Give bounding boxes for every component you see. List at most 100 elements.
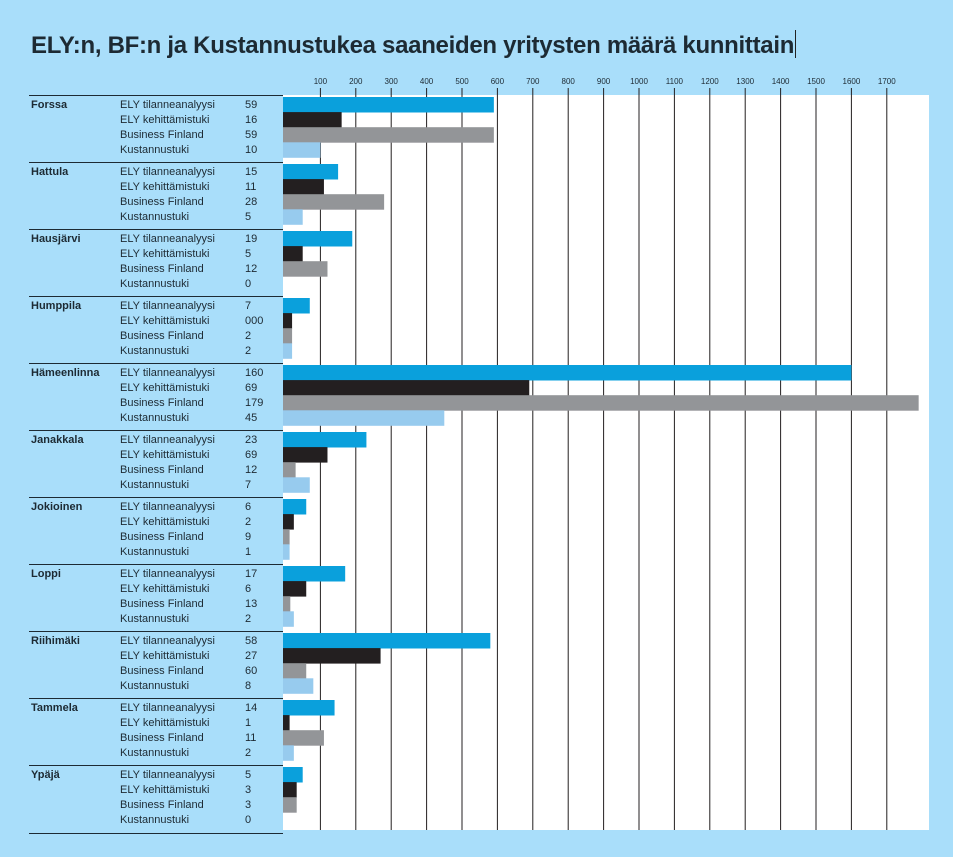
x-tick-label: 1400 (772, 77, 790, 86)
value-label: 19 (245, 233, 258, 245)
bar (283, 395, 919, 411)
category-label: Kustannustuki (120, 345, 190, 357)
bar (283, 514, 294, 530)
value-label: 1 (245, 546, 252, 558)
group-1: Hattula ELY tilanneanalyysi 15 ELY kehittäm… (29, 162, 283, 230)
category-label: ELY tilanneanalyysi (120, 702, 215, 714)
value-label: 2 (245, 345, 252, 357)
bar (283, 164, 339, 180)
category-label: ELY tilanneanalyysi (120, 233, 215, 245)
bar (283, 432, 367, 448)
bar (283, 313, 293, 329)
category-label: ELY kehittämistuki (120, 114, 210, 126)
group-3: Humppila ELY tilanneanalyysi 7 ELY kehittäm… (29, 296, 283, 364)
bar (283, 566, 346, 582)
chart-title-text: ELY:n, BF:n ja Kustannustukea saaneiden … (31, 32, 795, 59)
bar (283, 328, 293, 344)
value-label: 8 (245, 680, 252, 692)
category-label: Kustannustuki (120, 144, 190, 156)
bar (283, 678, 314, 694)
value-label: 69 (245, 382, 258, 394)
bar (283, 127, 494, 143)
x-tick-label: 1500 (807, 77, 825, 86)
value-label: 17 (245, 568, 258, 580)
value-label: 2 (245, 613, 252, 625)
category-label: ELY kehittämistuki (120, 717, 210, 729)
bar (283, 596, 291, 612)
text-cursor (795, 30, 797, 58)
x-tick-label: 1200 (701, 77, 719, 86)
municipality-name: Hausjärvi (31, 233, 81, 245)
group-10: Ypäjä ELY tilanneanalyysi 5 ELY kehittämist… (29, 765, 283, 834)
category-label: ELY kehittämistuki (120, 449, 210, 461)
category-label: Business Finland (120, 129, 204, 141)
value-label: 14 (245, 702, 258, 714)
value-label: 69 (245, 449, 258, 461)
value-label: 6 (245, 501, 252, 513)
value-label: 60 (245, 665, 258, 677)
bar (283, 700, 335, 716)
bar (283, 745, 294, 761)
category-label: Business Finland (120, 397, 204, 409)
value-label: 179 (245, 397, 264, 409)
category-label: ELY tilanneanalyysi (120, 367, 215, 379)
bar (283, 447, 328, 463)
bar (283, 142, 321, 158)
value-label: 5 (245, 248, 252, 260)
group-6: Jokioinen ELY tilanneanalyysi 6 ELY kehittä… (29, 497, 283, 565)
value-label: 59 (245, 99, 258, 111)
category-label: ELY tilanneanalyysi (120, 568, 215, 580)
bar (283, 179, 324, 195)
bar (283, 529, 290, 545)
x-tick-label: 500 (455, 77, 469, 86)
bar (283, 581, 307, 597)
bar (283, 611, 294, 627)
category-label: ELY kehittämistuki (120, 516, 210, 528)
value-label: 13 (245, 598, 258, 610)
bar (283, 298, 310, 314)
x-tick-label: 100 (314, 77, 328, 86)
value-label: 11 (245, 181, 257, 193)
bar (283, 380, 530, 396)
bar (283, 194, 385, 210)
x-tick-label: 700 (526, 77, 540, 86)
bar (283, 97, 494, 113)
value-label: 3 (245, 799, 252, 811)
value-label: 0 (245, 814, 252, 826)
group-9: Tammela ELY tilanneanalyysi 14 ELY kehittäm… (29, 698, 283, 766)
plot-area (283, 95, 929, 830)
municipality-name: Hämeenlinna (31, 367, 100, 379)
value-label: 7 (245, 300, 252, 312)
group-2: Hausjärvi ELY tilanneanalyysi 19 ELY kehitt… (29, 229, 283, 297)
value-label: 7 (245, 479, 252, 491)
bar (283, 410, 445, 426)
municipality-name: Ypäjä (31, 769, 60, 781)
bar (283, 231, 353, 247)
bar (283, 209, 303, 225)
category-label: ELY kehittämistuki (120, 650, 210, 662)
value-label: 5 (245, 211, 252, 223)
category-label: Business Finland (120, 464, 204, 476)
x-tick-label: 600 (491, 77, 505, 86)
category-label: Kustannustuki (120, 546, 190, 558)
value-label: 59 (245, 129, 258, 141)
category-label: ELY kehittämistuki (120, 583, 210, 595)
category-label: ELY tilanneanalyysi (120, 434, 215, 446)
bar (283, 544, 290, 560)
x-tick-label: 200 (349, 77, 363, 86)
x-tick-label: 400 (420, 77, 434, 86)
bar (283, 261, 328, 277)
category-label: ELY kehittämistuki (120, 382, 210, 394)
x-tick-label: 300 (385, 77, 399, 86)
bar (283, 715, 290, 731)
bar (283, 797, 297, 813)
category-label: Kustannustuki (120, 412, 190, 424)
category-label: ELY kehittämistuki (120, 248, 210, 260)
x-tick-label: 1000 (630, 77, 648, 86)
bar (283, 499, 307, 515)
x-tick-label: 1300 (736, 77, 754, 86)
bar (283, 462, 296, 478)
category-label: Business Finland (120, 732, 204, 744)
value-label: 3 (245, 784, 252, 796)
value-label: 160 (245, 367, 264, 379)
